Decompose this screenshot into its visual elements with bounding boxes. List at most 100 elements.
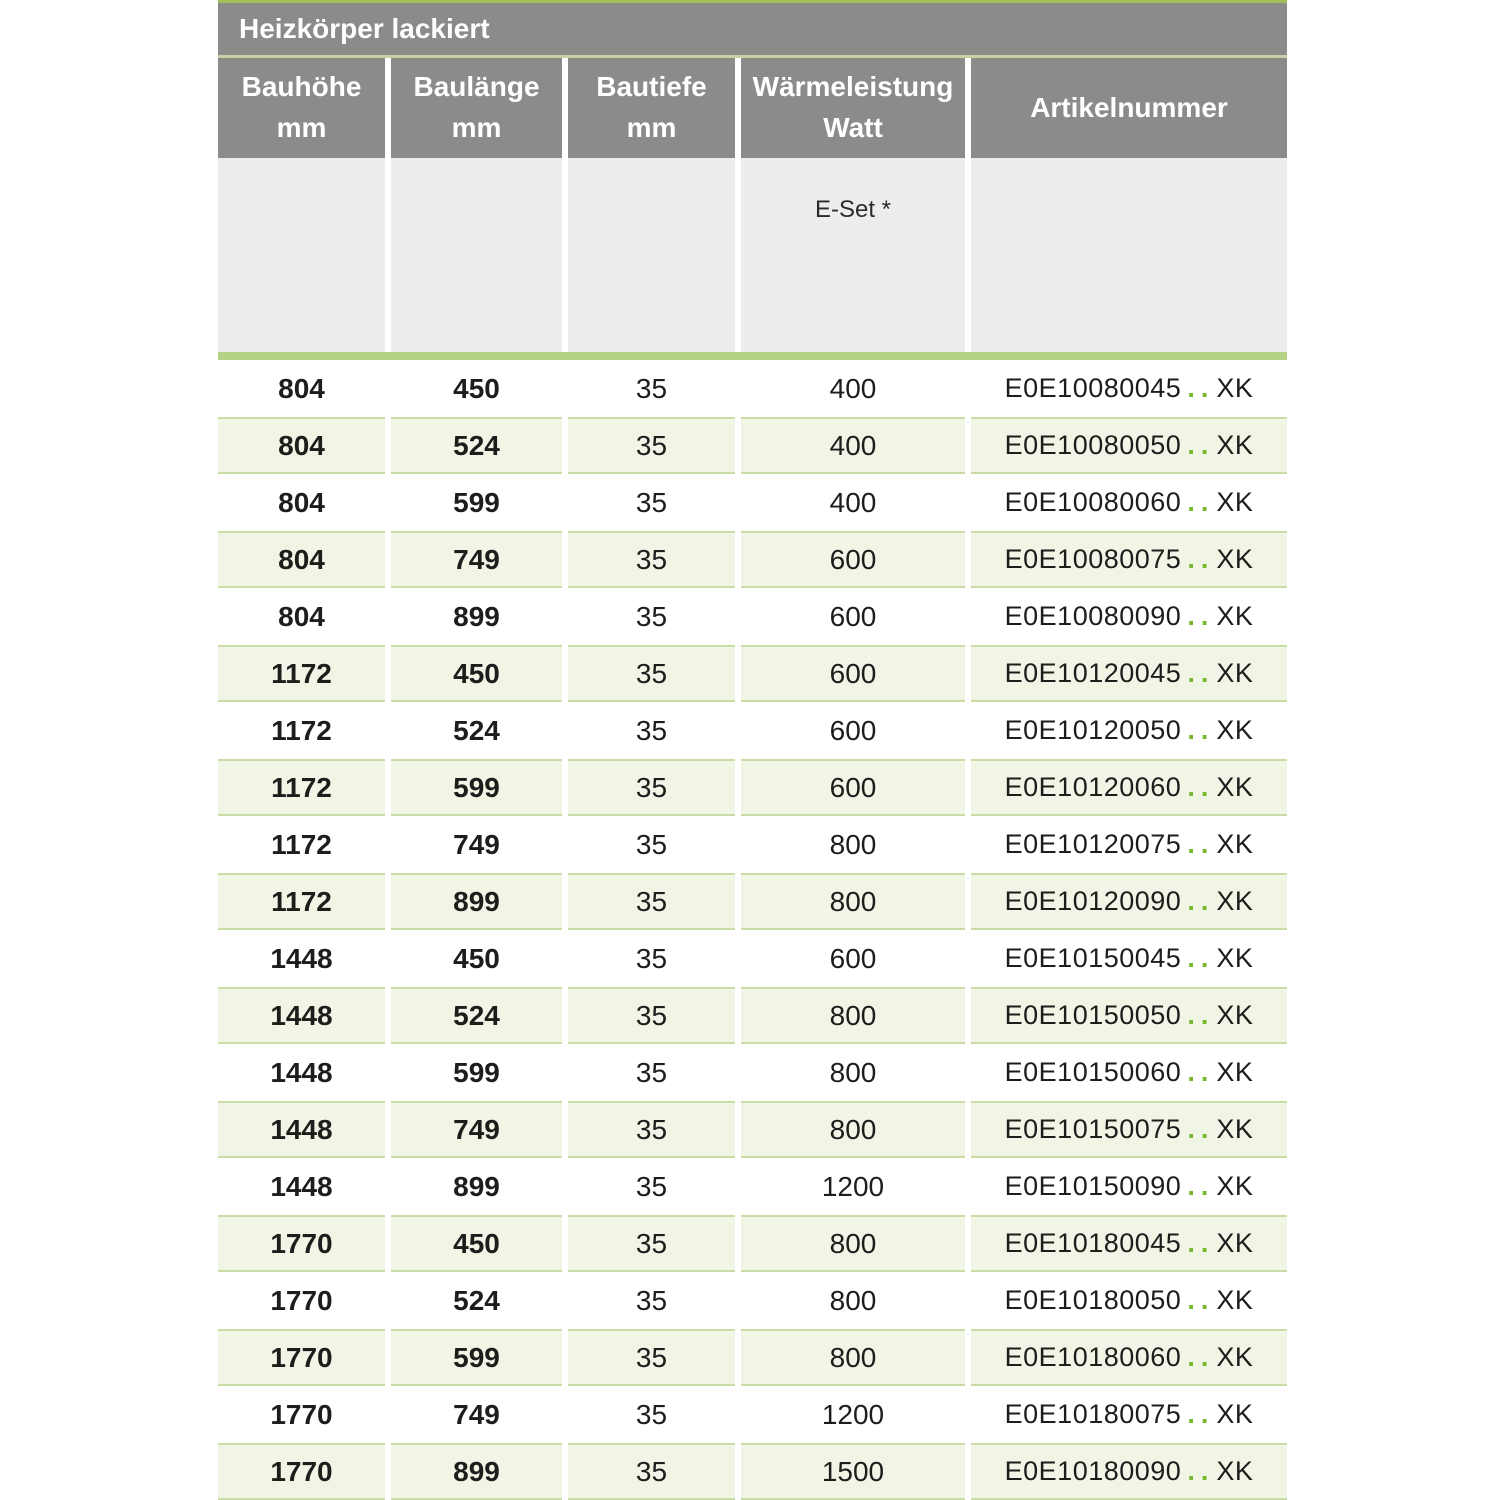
cell-watt: 600	[741, 588, 965, 645]
column-label: Baulänge	[413, 71, 540, 103]
artikel-placeholder-dots: ..	[1187, 943, 1215, 973]
table-row: 1172 599 35 600 E0E10120060 .. XK	[218, 759, 1287, 816]
column-header-bautiefe: Bautiefe mm	[568, 58, 735, 158]
cell-artikelnummer: E0E10120090 .. XK	[971, 873, 1287, 930]
table-row: 1770 599 35 800 E0E10180060 .. XK	[218, 1329, 1287, 1386]
table-row: 1172 749 35 800 E0E10120075 .. XK	[218, 816, 1287, 873]
cell-bautiefe: 35	[568, 1158, 735, 1215]
cell-baulaenge: 749	[391, 1386, 562, 1443]
cell-artikelnummer: E0E10180090 .. XK	[971, 1443, 1287, 1500]
table-row: 1172 450 35 600 E0E10120045 .. XK	[218, 645, 1287, 702]
artikel-placeholder-dots: ..	[1187, 1114, 1215, 1144]
cell-baulaenge: 599	[391, 474, 562, 531]
cell-bauhoehe: 804	[218, 531, 385, 588]
column-header-baulaenge: Baulänge mm	[391, 58, 562, 158]
cell-watt: 1200	[741, 1158, 965, 1215]
cell-baulaenge: 450	[391, 360, 562, 417]
artikel-suffix: XK	[1216, 1228, 1254, 1258]
cell-bauhoehe: 1770	[218, 1272, 385, 1329]
cell-baulaenge: 599	[391, 759, 562, 816]
cell-bautiefe: 35	[568, 1101, 735, 1158]
artikel-suffix: XK	[1216, 772, 1254, 802]
artikel-prefix: E0E10180045	[1004, 1228, 1182, 1258]
artikel-suffix: XK	[1216, 715, 1254, 745]
cell-bauhoehe: 1770	[218, 1215, 385, 1272]
cell-baulaenge: 450	[391, 930, 562, 987]
cell-bauhoehe: 1172	[218, 645, 385, 702]
cell-bautiefe: 35	[568, 588, 735, 645]
artikel-placeholder-dots: ..	[1187, 829, 1215, 859]
cell-bauhoehe: 1448	[218, 987, 385, 1044]
cell-bauhoehe: 1448	[218, 1101, 385, 1158]
cell-baulaenge: 524	[391, 702, 562, 759]
cell-bautiefe: 35	[568, 474, 735, 531]
cell-bauhoehe: 804	[218, 360, 385, 417]
artikel-placeholder-dots: ..	[1187, 430, 1215, 460]
column-unit: mm	[626, 112, 677, 143]
artikel-placeholder-dots: ..	[1187, 1228, 1215, 1258]
table-row: 1448 450 35 600 E0E10150045 .. XK	[218, 930, 1287, 987]
cell-artikelnummer: E0E10120045 .. XK	[971, 645, 1287, 702]
title-separator-line	[218, 55, 1287, 58]
cell-watt: 1200	[741, 1386, 965, 1443]
cell-watt: 600	[741, 759, 965, 816]
artikel-placeholder-dots: ..	[1187, 886, 1215, 916]
artikel-prefix: E0E10150090	[1004, 1171, 1182, 1201]
cell-bautiefe: 35	[568, 1044, 735, 1101]
artikel-prefix: E0E10150075	[1004, 1114, 1182, 1144]
cell-baulaenge: 899	[391, 873, 562, 930]
column-header-row: Bauhöhe mm Baulänge mm Bautiefe mm Wärme…	[218, 58, 1287, 158]
artikel-suffix: XK	[1216, 886, 1254, 916]
column-unit: mm	[276, 112, 327, 143]
cell-watt: 400	[741, 417, 965, 474]
table-row: 1448 899 35 1200 E0E10150090 .. XK	[218, 1158, 1287, 1215]
cell-artikelnummer: E0E10120060 .. XK	[971, 759, 1287, 816]
table-row: 1770 749 35 1200 E0E10180075 .. XK	[218, 1386, 1287, 1443]
subheader-cell-bauhoehe	[218, 158, 385, 352]
cell-bauhoehe: 804	[218, 474, 385, 531]
artikel-prefix: E0E10080045	[1004, 373, 1182, 403]
artikel-suffix: XK	[1216, 1171, 1254, 1201]
column-header-waermeleistung: Wärmeleistung Watt	[741, 58, 965, 158]
artikel-placeholder-dots: ..	[1187, 715, 1215, 745]
cell-watt: 800	[741, 1329, 965, 1386]
cell-watt: 800	[741, 1215, 965, 1272]
column-label: Wärmeleistung	[752, 71, 954, 103]
subheader-cell-eset: E-Set *	[741, 158, 965, 352]
artikel-placeholder-dots: ..	[1187, 1057, 1215, 1087]
cell-watt: 600	[741, 645, 965, 702]
header-bottom-green-line	[218, 352, 1287, 360]
artikel-placeholder-dots: ..	[1187, 601, 1215, 631]
artikel-prefix: E0E10180050	[1004, 1285, 1182, 1315]
artikel-suffix: XK	[1216, 601, 1254, 631]
cell-bautiefe: 35	[568, 1215, 735, 1272]
cell-watt: 600	[741, 702, 965, 759]
cell-bautiefe: 35	[568, 930, 735, 987]
cell-bautiefe: 35	[568, 873, 735, 930]
artikel-placeholder-dots: ..	[1187, 487, 1215, 517]
cell-watt: 1500	[741, 1443, 965, 1500]
artikel-prefix: E0E10120060	[1004, 772, 1182, 802]
table-row: 1448 749 35 800 E0E10150075 .. XK	[218, 1101, 1287, 1158]
artikel-prefix: E0E10120050	[1004, 715, 1182, 745]
cell-baulaenge: 749	[391, 816, 562, 873]
cell-bautiefe: 35	[568, 816, 735, 873]
cell-bauhoehe: 1770	[218, 1386, 385, 1443]
cell-watt: 600	[741, 930, 965, 987]
cell-bauhoehe: 804	[218, 588, 385, 645]
table-row: 1448 599 35 800 E0E10150060 .. XK	[218, 1044, 1287, 1101]
cell-watt: 400	[741, 360, 965, 417]
cell-bauhoehe: 804	[218, 417, 385, 474]
cell-watt: 800	[741, 1101, 965, 1158]
artikel-prefix: E0E10180090	[1004, 1456, 1182, 1486]
cell-bauhoehe: 1770	[218, 1329, 385, 1386]
artikel-suffix: XK	[1216, 1399, 1254, 1429]
cell-bauhoehe: 1448	[218, 1158, 385, 1215]
artikel-placeholder-dots: ..	[1187, 1171, 1215, 1201]
table-row: 804 450 35 400 E0E10080045 .. XK	[218, 360, 1287, 417]
artikel-placeholder-dots: ..	[1187, 1000, 1215, 1030]
artikel-placeholder-dots: ..	[1187, 772, 1215, 802]
cell-artikelnummer: E0E10180075 .. XK	[971, 1386, 1287, 1443]
cell-bauhoehe: 1770	[218, 1443, 385, 1500]
cell-bautiefe: 35	[568, 1329, 735, 1386]
